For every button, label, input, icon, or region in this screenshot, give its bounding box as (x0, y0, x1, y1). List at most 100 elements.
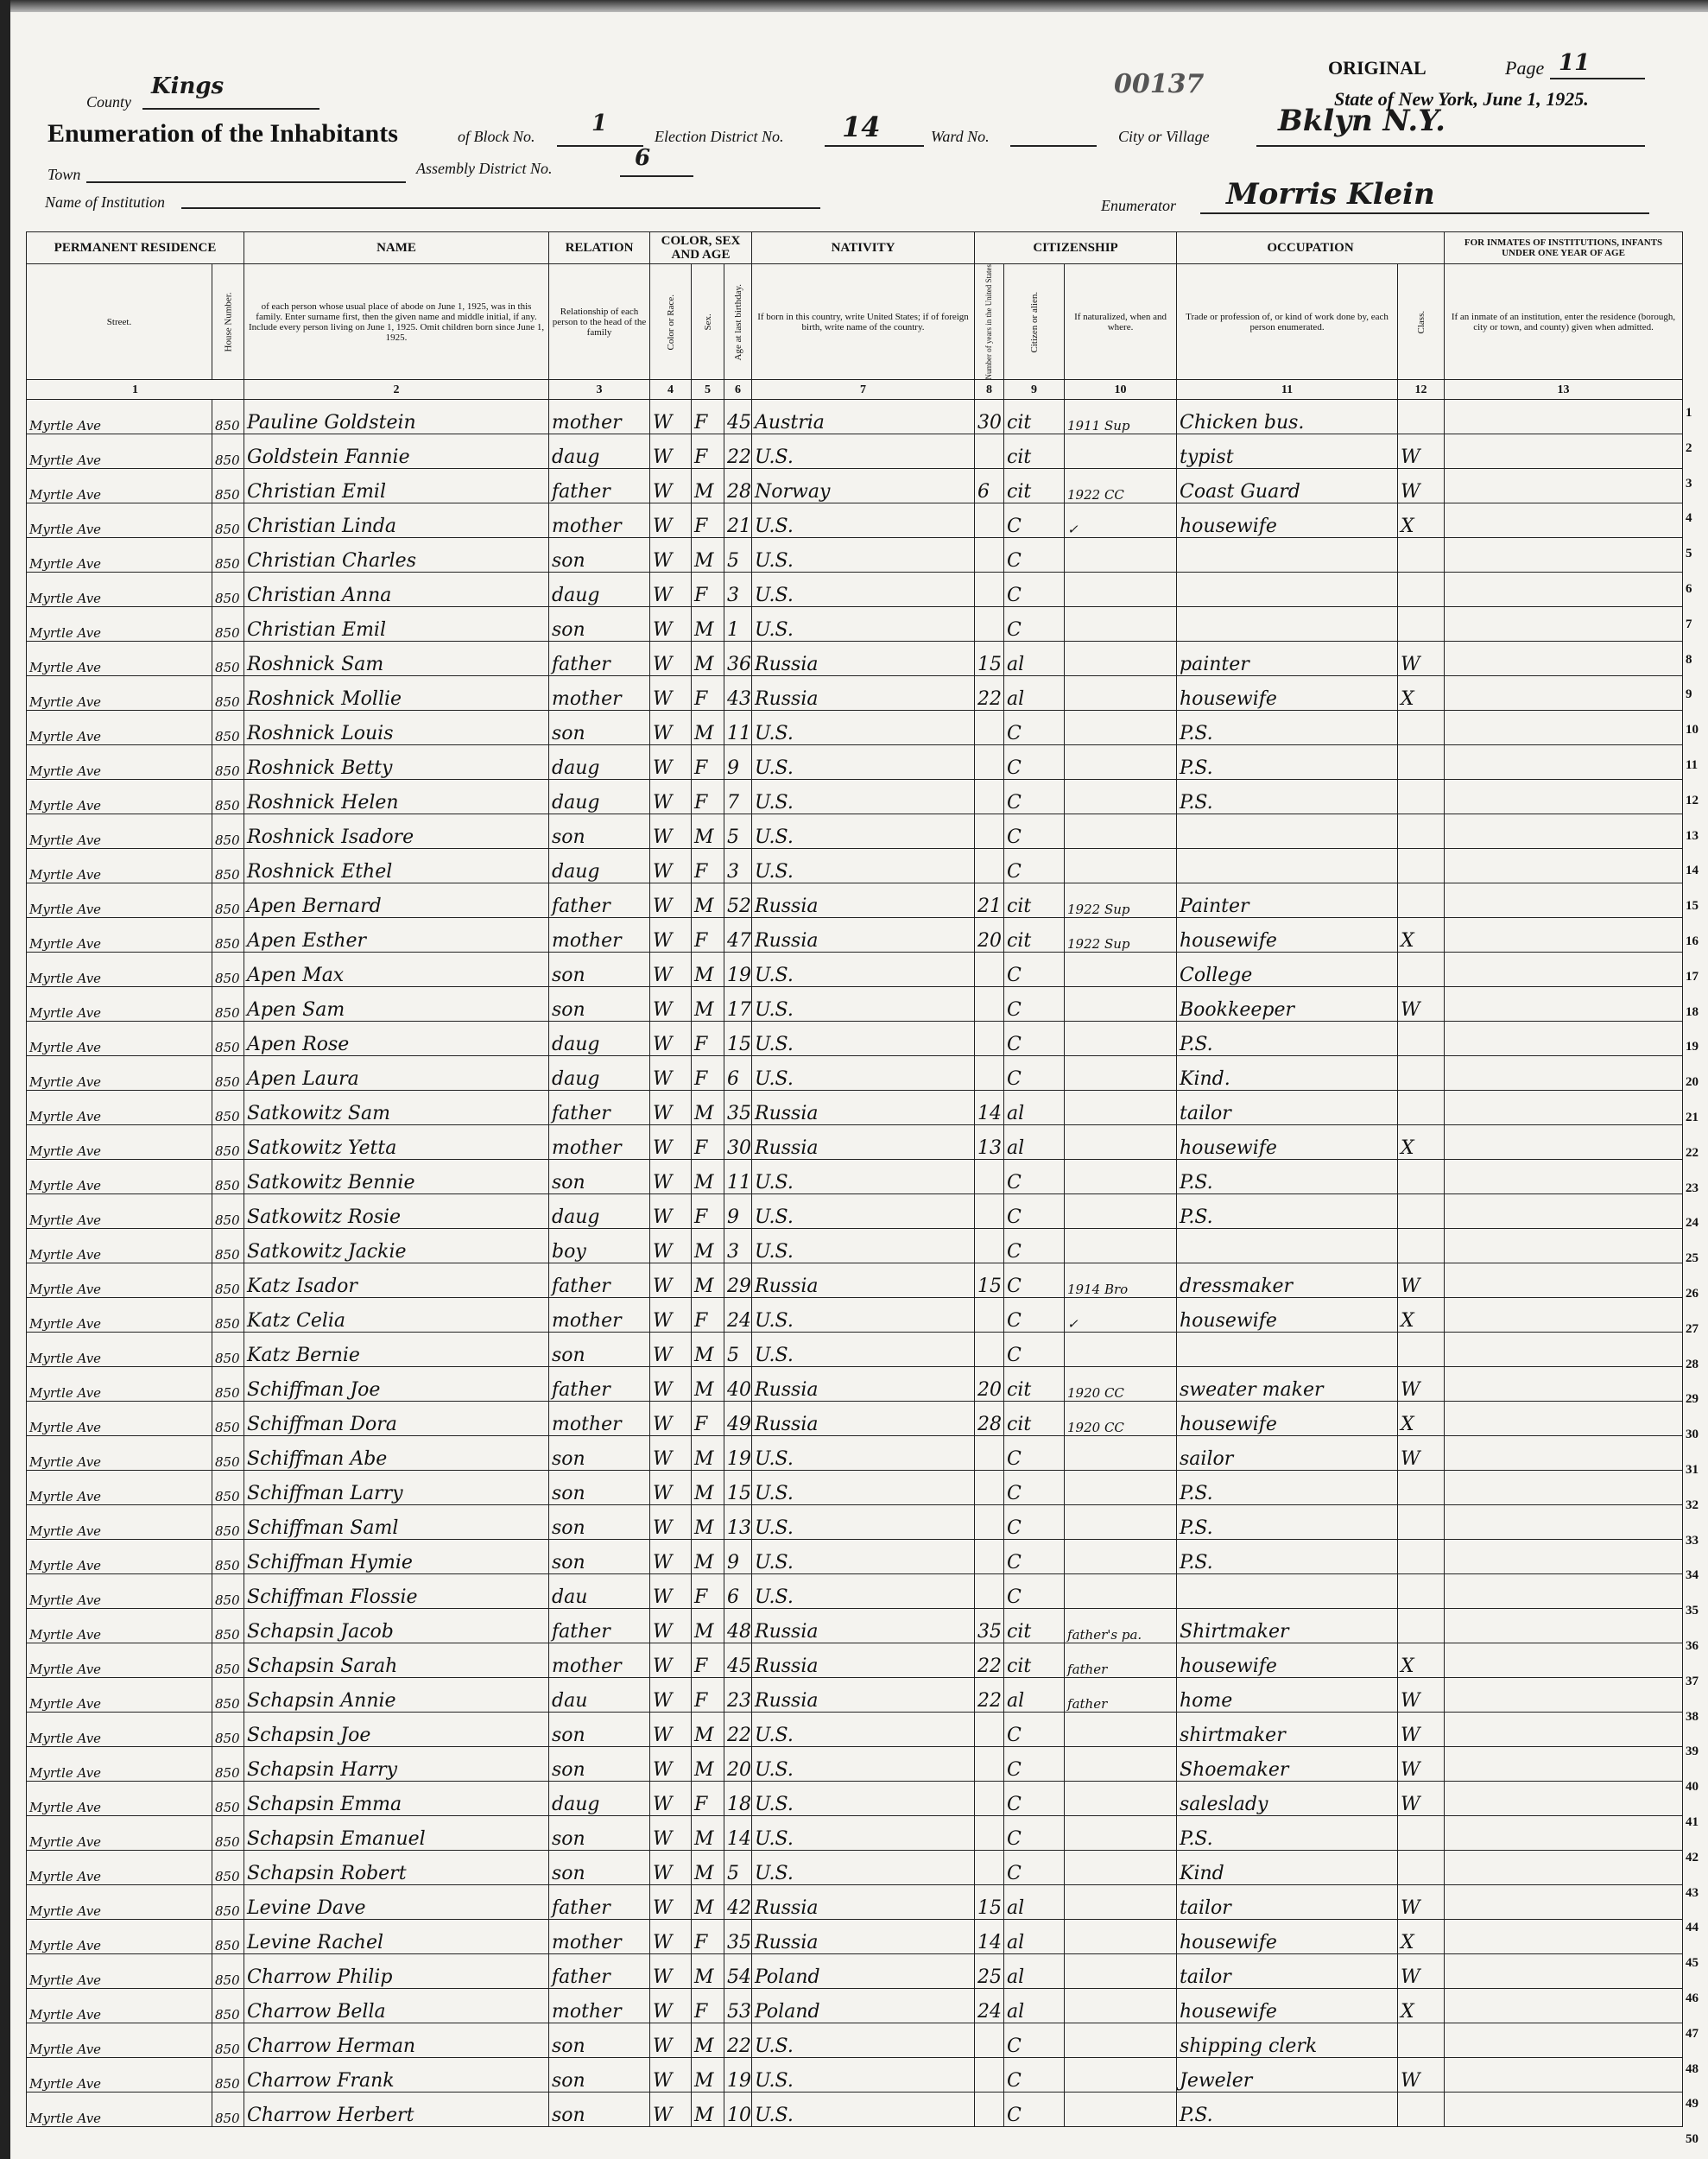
cell-relation: daug (548, 1021, 651, 1057)
cell-house-number: 850 (211, 1815, 245, 1852)
table-row: Myrtle Ave 850 Levine Dave father W M 42 Russia… (26, 1884, 1684, 1921)
cell-house-number: 850 (211, 1677, 245, 1713)
cell-street: Myrtle Ave (26, 952, 212, 988)
cell-sex: F (691, 503, 725, 539)
cell-house-number: 850 (211, 2092, 245, 2128)
row-number: 35 (1686, 1604, 1699, 1618)
cell-naturalized (1064, 2092, 1178, 2128)
row-number: 15 (1686, 899, 1699, 914)
enumerator-label: Enumerator (1101, 197, 1176, 214)
cell-occupation: P.S. (1176, 710, 1399, 746)
row-number: 6 (1686, 582, 1692, 596)
cell-naturalized: ✓ (1064, 503, 1178, 539)
row-number: 34 (1686, 1568, 1699, 1583)
cell-occupation: P.S. (1176, 1159, 1399, 1195)
cell-color: W (649, 537, 693, 573)
cell-inmate-residence (1444, 2092, 1684, 2128)
cell-age: 53 (724, 1988, 753, 2024)
cell-house-number: 850 (211, 1988, 245, 2024)
cell-color: W (649, 1919, 693, 1955)
cell-years-in-us (974, 503, 1005, 539)
row-number: 18 (1686, 1004, 1699, 1019)
cell-naturalized: 1920 CC (1064, 1366, 1178, 1402)
cell-class (1397, 1021, 1445, 1057)
institution-label: Name of Institution (45, 193, 165, 211)
table-row: Myrtle Ave 850 Apen Esther mother W F 47 Russia… (26, 917, 1684, 953)
cell-nativity: Russia (751, 917, 976, 953)
cell-sex: F (691, 1193, 725, 1230)
cell-age: 6 (724, 1055, 753, 1092)
cell-class: W (1397, 468, 1445, 504)
cell-name: Schiffman Saml (244, 1504, 550, 1541)
cell-house-number: 850 (211, 1124, 245, 1161)
cell-color: W (649, 1263, 693, 1299)
cell-inmate-residence (1444, 468, 1684, 504)
cell-relation: son (548, 1815, 651, 1852)
cell-sex: M (691, 2023, 725, 2059)
cell-occupation: Bookkeeper (1176, 986, 1399, 1023)
cell-name: Charrow Herman (244, 2023, 550, 2059)
cell-inmate-residence (1444, 1504, 1684, 1541)
cell-house-number: 850 (211, 1055, 245, 1092)
cell-naturalized (1064, 848, 1178, 884)
column-number: 1 (25, 379, 245, 401)
table-row: Myrtle Ave 850 Apen Max son W M 19 U.S. C College (26, 952, 1684, 988)
cell-years-in-us (974, 2023, 1005, 2059)
cell-occupation: P.S. (1176, 1193, 1399, 1230)
cell-citizen-or-alien: C (1003, 2023, 1066, 2059)
cell-class (1397, 1504, 1445, 1541)
cell-name: Charrow Herbert (244, 2092, 550, 2128)
cell-color: W (649, 917, 693, 953)
cell-street: Myrtle Ave (26, 1435, 212, 1472)
original-label: ORIGINAL (1328, 57, 1426, 79)
cell-nativity: U.S. (751, 986, 976, 1023)
scan-left-edge (0, 0, 10, 2159)
cell-citizen-or-alien: C (1003, 1332, 1066, 1368)
cell-citizen-or-alien: al (1003, 1988, 1066, 2024)
cell-relation: daug (548, 848, 651, 884)
cell-class (1397, 952, 1445, 988)
cell-naturalized: 1922 Sup (1064, 883, 1178, 919)
cell-sex: M (691, 1953, 725, 1990)
cell-age: 22 (724, 2023, 753, 2059)
cell-house-number: 850 (211, 572, 245, 608)
cell-sex: M (691, 1608, 725, 1644)
cell-citizen-or-alien: C (1003, 1435, 1066, 1472)
row-number: 47 (1686, 2026, 1699, 2041)
cell-years-in-us: 28 (974, 1401, 1005, 1437)
cell-citizen-or-alien: cit (1003, 1366, 1066, 1402)
cell-color: W (649, 1366, 693, 1402)
cell-street: Myrtle Ave (26, 1228, 212, 1264)
cell-nativity: Russia (751, 883, 976, 919)
cell-street: Myrtle Ave (26, 814, 212, 850)
table-row: Myrtle Ave 850 Christian Charles son W M 5 U.S.… (26, 537, 1684, 573)
column-number: 9 (1003, 379, 1066, 401)
cell-name: Schapsin Annie (244, 1677, 550, 1713)
cell-age: 17 (724, 986, 753, 1023)
cell-years-in-us: 22 (974, 1677, 1005, 1713)
cell-occupation: Chicken bus. (1176, 399, 1399, 435)
cell-citizen-or-alien: C (1003, 779, 1066, 815)
cell-sex: F (691, 1401, 725, 1437)
header-nativity: NATIVITY (751, 231, 976, 264)
cell-nativity: U.S. (751, 1781, 976, 1817)
cell-occupation: housewife (1176, 1988, 1399, 2024)
cell-class (1397, 1470, 1445, 1506)
cell-sex: M (691, 1504, 725, 1541)
cell-class (1397, 1608, 1445, 1644)
cell-relation: son (548, 1712, 651, 1748)
row-number: 19 (1686, 1040, 1699, 1054)
header-inmates: FOR INMATES OF INSTITUTIONS, INFANTS UND… (1444, 231, 1684, 264)
cell-naturalized (1064, 1988, 1178, 2024)
cell-street: Myrtle Ave (26, 675, 212, 712)
table-row: Myrtle Ave 850 Roshnick Ethel daug W F 3 U.S. C (26, 848, 1684, 884)
cell-sex: M (691, 986, 725, 1023)
cell-nativity: U.S. (751, 537, 976, 573)
table-row: Myrtle Ave 850 Apen Laura daug W F 6 U.S. C Kind. (26, 1055, 1684, 1092)
cell-years-in-us (974, 986, 1005, 1023)
table-row: Myrtle Ave 850 Satkowitz Jackie boy W M 3 U.S. C (26, 1228, 1684, 1264)
cell-age: 47 (724, 917, 753, 953)
cell-relation: father (548, 1953, 651, 1990)
cell-age: 29 (724, 1263, 753, 1299)
cell-class: X (1397, 1988, 1445, 2024)
